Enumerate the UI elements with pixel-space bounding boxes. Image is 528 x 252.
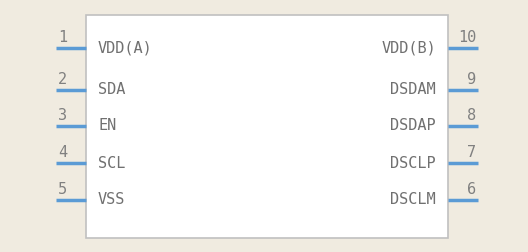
- Text: 1: 1: [58, 30, 67, 45]
- Text: 8: 8: [467, 108, 476, 123]
- Text: 5: 5: [58, 182, 67, 197]
- Text: 3: 3: [58, 108, 67, 123]
- Text: VDD(B): VDD(B): [381, 41, 436, 55]
- Text: DSCLM: DSCLM: [390, 193, 436, 207]
- Text: 7: 7: [467, 145, 476, 160]
- Text: DSDAM: DSDAM: [390, 82, 436, 98]
- Text: DSDAP: DSDAP: [390, 118, 436, 134]
- Text: 4: 4: [58, 145, 67, 160]
- Text: SCL: SCL: [98, 155, 125, 171]
- Text: EN: EN: [98, 118, 116, 134]
- Text: 9: 9: [467, 72, 476, 87]
- Text: DSCLP: DSCLP: [390, 155, 436, 171]
- Text: 6: 6: [467, 182, 476, 197]
- Text: VDD(A): VDD(A): [98, 41, 153, 55]
- Text: VSS: VSS: [98, 193, 125, 207]
- Bar: [86, 15, 448, 238]
- Text: 10: 10: [458, 30, 476, 45]
- Text: 2: 2: [58, 72, 67, 87]
- Text: SDA: SDA: [98, 82, 125, 98]
